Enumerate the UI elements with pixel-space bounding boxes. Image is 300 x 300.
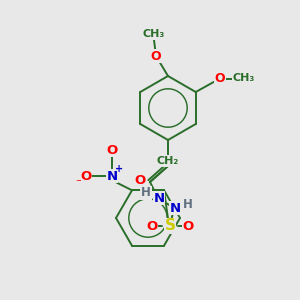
Text: H: H [183,197,193,211]
Text: CH₂: CH₂ [157,156,179,166]
Text: O: O [146,220,158,232]
Text: S: S [164,218,175,233]
Text: CH₃: CH₃ [143,29,165,39]
Text: N: N [169,202,181,214]
Text: +: + [115,164,123,174]
Text: O: O [134,173,146,187]
Text: ⁻: ⁻ [75,178,81,188]
Text: O: O [182,220,194,232]
Text: O: O [214,73,225,85]
Text: O: O [106,144,118,157]
Text: O: O [151,50,161,62]
Text: N: N [153,191,165,205]
Text: H: H [141,187,151,200]
Text: N: N [106,170,118,183]
Text: O: O [80,170,92,183]
Text: CH₃: CH₃ [232,73,255,83]
